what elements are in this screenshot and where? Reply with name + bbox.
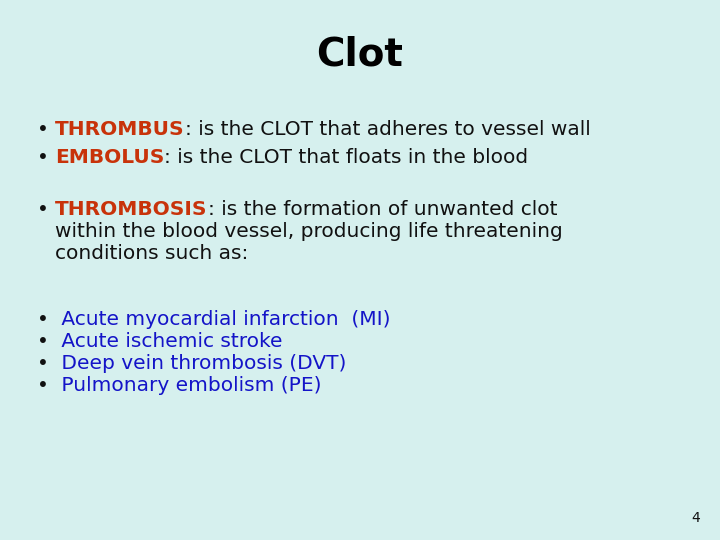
Text: •: • (37, 200, 49, 219)
Text: conditions such as:: conditions such as: (55, 244, 248, 263)
Text: •: • (37, 332, 49, 351)
Text: within the blood vessel, producing life threatening: within the blood vessel, producing life … (55, 222, 563, 241)
Text: •: • (37, 310, 49, 329)
Text: Deep vein thrombosis (DVT): Deep vein thrombosis (DVT) (55, 354, 346, 373)
Text: : is the CLOT that floats in the blood: : is the CLOT that floats in the blood (164, 148, 528, 167)
Text: : is the CLOT that adheres to vessel wall: : is the CLOT that adheres to vessel wal… (184, 120, 590, 139)
Text: •: • (37, 354, 49, 373)
Text: 4: 4 (691, 511, 700, 525)
Text: •: • (37, 376, 49, 395)
Text: •: • (37, 120, 49, 139)
Text: EMBOLUS: EMBOLUS (55, 148, 164, 167)
Text: •: • (37, 148, 49, 167)
Text: Acute myocardial infarction  (MI): Acute myocardial infarction (MI) (55, 310, 390, 329)
Text: Pulmonary embolism (PE): Pulmonary embolism (PE) (55, 376, 322, 395)
Text: THROMBUS: THROMBUS (55, 120, 184, 139)
Text: : is the formation of unwanted clot: : is the formation of unwanted clot (207, 200, 557, 219)
Text: Clot: Clot (317, 36, 403, 74)
Text: THROMBOSIS: THROMBOSIS (55, 200, 207, 219)
Text: Acute ischemic stroke: Acute ischemic stroke (55, 332, 282, 351)
